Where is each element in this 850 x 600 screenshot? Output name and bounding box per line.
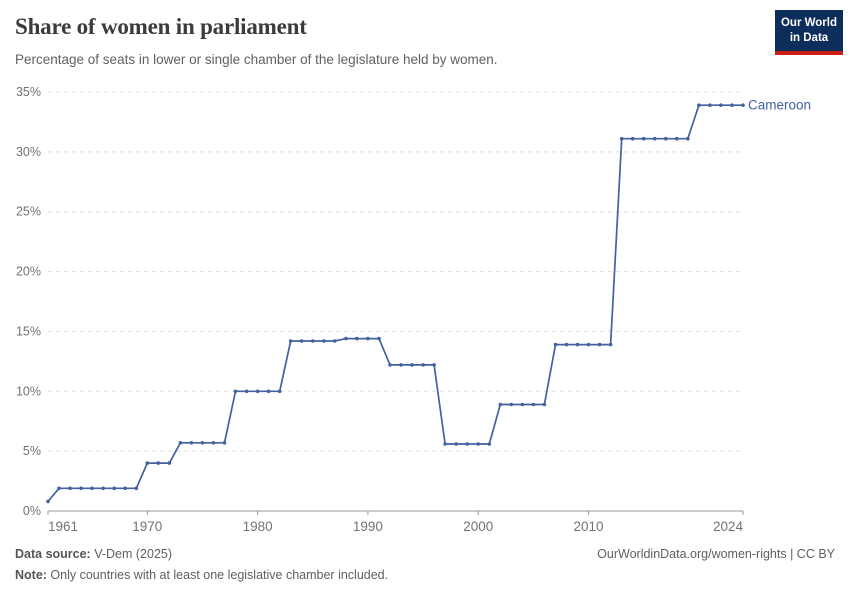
y-tick-label: 15%: [16, 324, 41, 338]
x-tick-label: 1970: [132, 519, 162, 534]
data-point[interactable]: [377, 336, 381, 341]
data-point[interactable]: [575, 342, 580, 347]
x-tick-label: 1990: [353, 519, 383, 534]
data-point[interactable]: [167, 461, 172, 465]
data-point[interactable]: [145, 461, 150, 465]
data-point[interactable]: [90, 486, 94, 491]
data-point[interactable]: [652, 136, 657, 141]
data-point[interactable]: [311, 339, 315, 343]
data-point[interactable]: [741, 103, 745, 107]
data-point[interactable]: [355, 336, 359, 341]
data-point[interactable]: [123, 486, 127, 491]
data-point[interactable]: [388, 363, 392, 367]
y-tick-label: 25%: [16, 205, 41, 219]
chart-subtitle: Percentage of seats in lower or single c…: [15, 52, 498, 67]
series-label-cameroon[interactable]: Cameroon: [748, 98, 811, 113]
logo-line-2: in Data: [789, 31, 829, 44]
data-point[interactable]: [465, 442, 470, 446]
data-point[interactable]: [730, 103, 734, 107]
data-point[interactable]: [697, 103, 701, 107]
data-point[interactable]: [719, 103, 723, 107]
data-point[interactable]: [399, 363, 403, 367]
data-point[interactable]: [487, 442, 492, 446]
data-point[interactable]: [421, 363, 425, 367]
data-point[interactable]: [333, 339, 337, 343]
data-point[interactable]: [156, 461, 161, 465]
data-point[interactable]: [630, 136, 635, 141]
data-point[interactable]: [57, 486, 61, 491]
y-tick-label: 0%: [23, 504, 41, 518]
data-point[interactable]: [586, 342, 591, 347]
data-point[interactable]: [675, 136, 679, 141]
data-point[interactable]: [255, 389, 260, 394]
data-point[interactable]: [68, 486, 72, 491]
data-point[interactable]: [509, 402, 514, 407]
page-title: Share of women in parliament: [15, 14, 307, 39]
x-tick-label: 2000: [463, 519, 493, 534]
data-point[interactable]: [443, 442, 447, 446]
data-point[interactable]: [101, 486, 105, 491]
data-point[interactable]: [322, 339, 326, 343]
y-tick-label: 10%: [16, 384, 41, 398]
data-point[interactable]: [597, 342, 602, 347]
data-point[interactable]: [619, 136, 624, 141]
owid-logo: Our World in Data: [775, 10, 843, 55]
data-point[interactable]: [476, 442, 481, 446]
data-point[interactable]: [366, 336, 370, 341]
data-point[interactable]: [211, 441, 216, 445]
x-tick-label: 1961: [48, 519, 78, 534]
data-point[interactable]: [79, 486, 83, 491]
data-point[interactable]: [189, 441, 194, 445]
data-point[interactable]: [708, 103, 712, 107]
data-point[interactable]: [112, 486, 116, 491]
data-point[interactable]: [531, 402, 536, 407]
y-tick-label: 20%: [16, 265, 41, 279]
data-source-value: V-Dem (2025): [90, 547, 173, 561]
note-value: Only countries with at least one legisla…: [46, 568, 389, 582]
data-point[interactable]: [244, 389, 249, 394]
y-tick-label: 5%: [23, 444, 41, 458]
data-point[interactable]: [498, 402, 503, 407]
data-point[interactable]: [299, 339, 304, 343]
data-point[interactable]: [233, 389, 238, 394]
data-point[interactable]: [686, 136, 690, 141]
data-point[interactable]: [222, 441, 227, 445]
data-point[interactable]: [344, 336, 348, 341]
y-tick-label: 35%: [16, 85, 41, 99]
data-line-cameroon[interactable]: [47, 104, 743, 502]
data-point[interactable]: [641, 136, 646, 141]
y-tick-label: 30%: [16, 145, 41, 159]
x-tick-label: 2010: [574, 519, 604, 534]
x-tick-label: 2024: [713, 519, 744, 534]
data-point[interactable]: [277, 389, 282, 394]
data-point[interactable]: [664, 136, 668, 141]
data-point[interactable]: [454, 442, 459, 446]
footer-citation-link[interactable]: OurWorldinData.org/women-rights | CC BY: [597, 547, 835, 561]
data-point[interactable]: [553, 342, 558, 347]
data-point[interactable]: [520, 402, 525, 407]
data-point[interactable]: [134, 486, 139, 491]
data-point[interactable]: [288, 339, 293, 343]
chart-footer: Data source: V-Dem (2025) OurWorldinData…: [15, 547, 835, 582]
data-point[interactable]: [564, 342, 569, 347]
data-point[interactable]: [608, 342, 613, 347]
x-tick-label: 1980: [243, 519, 273, 534]
data-point[interactable]: [432, 363, 436, 367]
logo-line-1: Our World: [780, 17, 837, 30]
data-source-label: Data source:: [15, 547, 91, 561]
data-point[interactable]: [542, 402, 547, 407]
data-source-line: Data source: V-Dem (2025): [15, 547, 172, 561]
data-point[interactable]: [266, 389, 271, 394]
data-point[interactable]: [200, 441, 205, 445]
note-label: Note:: [15, 568, 47, 582]
data-point[interactable]: [178, 441, 183, 445]
data-point[interactable]: [46, 499, 50, 504]
data-point[interactable]: [410, 363, 414, 367]
note-line: Note: Only countries with at least one l…: [15, 568, 835, 582]
